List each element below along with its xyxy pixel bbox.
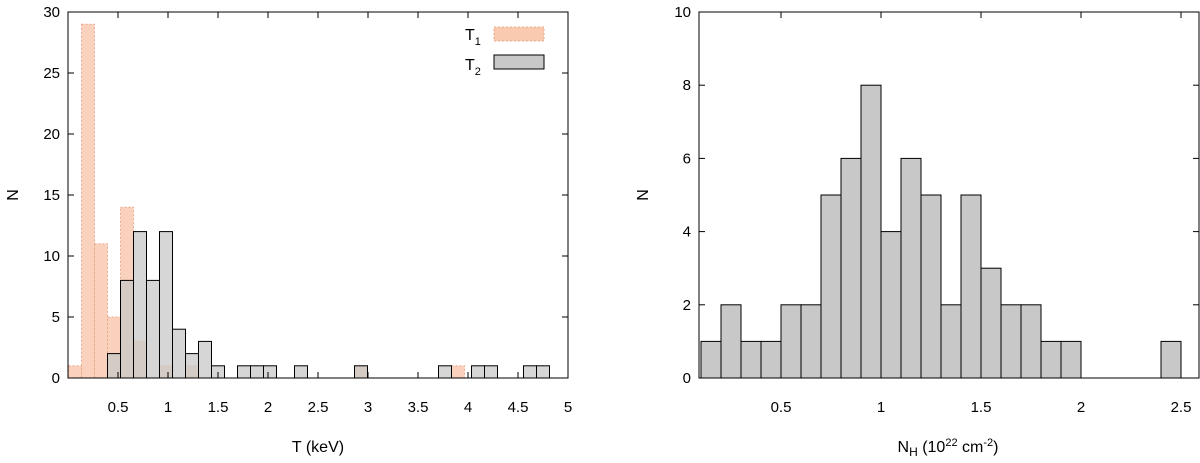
left-series-2-bar (536, 365, 550, 379)
left-series-2-bar (198, 340, 212, 379)
left-x-axis-label: T (keV) (292, 439, 344, 456)
right-series-1-bar (920, 194, 942, 379)
left-series-2-bar (172, 328, 186, 379)
left-ticks (68, 11, 569, 379)
left-x-tick-label: 3.5 (408, 399, 429, 416)
right-series-1-bar (940, 304, 962, 379)
left-y-tick-label: 30 (43, 4, 60, 21)
right-x-tick-label: 1 (877, 399, 885, 416)
left-x-tick-label: 2.5 (308, 399, 329, 416)
left-series-2-bar (523, 365, 537, 379)
left-y-tick-label: 0 (52, 370, 60, 387)
legend-label-t2: T2 (465, 57, 481, 78)
right-ticks (699, 11, 1199, 379)
right-series-1-bar (1160, 340, 1182, 379)
left-series-2-bar (159, 231, 173, 379)
right-x-axis-label: NH (1022 cm-2) (898, 437, 999, 459)
left-series-2-bar (133, 231, 147, 379)
left-series-2-bar (471, 365, 485, 379)
right-tick-labels: 0.5 1 1.5 2 2.5 0 2 4 6 8 10 (674, 4, 1191, 416)
right-series-1-bar (960, 194, 982, 379)
right-series-1-bar (760, 340, 782, 379)
left-y-tick-label: 20 (43, 126, 60, 143)
left-y-tick-label: 5 (52, 309, 60, 326)
right-y-tick-label: 2 (683, 297, 691, 314)
left-series-2-bar (354, 365, 368, 379)
left-x-tick-label: 3 (364, 399, 372, 416)
left-x-tick-label: 4 (464, 399, 472, 416)
left-series-2-bar (294, 365, 308, 379)
right-series-1-bar (980, 267, 1002, 379)
left-series-2-bar (237, 365, 251, 379)
left-series-2-bar (438, 365, 452, 379)
right-x-tick-label: 0.5 (771, 399, 792, 416)
right-series-1-bar (880, 231, 902, 379)
left-series-2-bar (263, 365, 277, 379)
legend: T1 T2 (465, 26, 545, 78)
left-x-tick-label: 5 (564, 399, 572, 416)
right-series-1-bar (820, 194, 842, 379)
left-y-axis-label: N (5, 189, 22, 201)
right-series-1-bar (700, 340, 722, 379)
left-x-tick-label: 1.5 (208, 399, 229, 416)
left-x-tick-label: 4.5 (508, 399, 529, 416)
right-series-1-bar (900, 157, 922, 379)
right-x-tick-label: 2.5 (1171, 399, 1192, 416)
right-series-1-bar (1060, 340, 1082, 379)
legend-swatch-t1 (493, 26, 545, 42)
right-bars (700, 84, 1182, 379)
left-y-tick-label: 25 (43, 65, 60, 82)
right-x-tick-label: 2 (1077, 399, 1085, 416)
left-series-2-bar (484, 365, 498, 379)
right-y-tick-label: 0 (683, 370, 691, 387)
left-series-2-bar (107, 353, 121, 379)
left-x-tick-label: 0.5 (108, 399, 129, 416)
left-x-tick-label: 2 (264, 399, 272, 416)
right-histogram: 0.5 1 1.5 2 2.5 0 2 4 6 8 10 NH (1022 cm-2) N (635, 4, 1200, 459)
left-series-2-bar (146, 279, 160, 379)
right-series-1-bar (780, 304, 802, 379)
left-series-2-bar (250, 365, 264, 379)
legend-swatch-t2 (493, 54, 545, 70)
right-series-1-bar (720, 304, 742, 379)
right-series-1-bar (1040, 340, 1062, 379)
right-series-1-bar (860, 84, 882, 379)
right-plot-frame (698, 11, 1200, 379)
left-x-tick-label: 1 (164, 399, 172, 416)
left-tick-labels: 0.5 1 1.5 2 2.5 3 3.5 4 4.5 5 0 5 10 15 20 25 30 (43, 4, 572, 416)
left-histogram: 0.5 1 1.5 2 2.5 3 3.5 4 4.5 5 0 5 10 15 20 25 30 T (keV)… (5, 4, 572, 456)
left-series-1-bar (451, 365, 465, 379)
right-y-tick-label: 4 (683, 224, 691, 241)
left-series-2-bar (120, 279, 134, 379)
right-series-1-bar (800, 304, 822, 379)
left-series-1-bar (68, 365, 82, 379)
right-y-tick-label: 10 (674, 4, 691, 21)
right-series-1-bar (740, 340, 762, 379)
right-y-axis-label: N (635, 189, 652, 201)
right-series-1-bar (1020, 304, 1042, 379)
left-series-2-bar (185, 353, 199, 379)
right-x-tick-label: 1.5 (971, 399, 992, 416)
left-series-1-bar (81, 23, 95, 379)
left-y-tick-label: 10 (43, 248, 60, 265)
left-y-tick-label: 15 (43, 187, 60, 204)
left-series-1-bar (94, 243, 108, 379)
right-series-1-bar (1000, 304, 1022, 379)
legend-label-t1: T1 (465, 27, 481, 48)
left-bars (68, 23, 550, 379)
right-y-tick-label: 6 (683, 150, 691, 167)
right-y-tick-label: 8 (683, 77, 691, 94)
right-series-1-bar (840, 157, 862, 379)
